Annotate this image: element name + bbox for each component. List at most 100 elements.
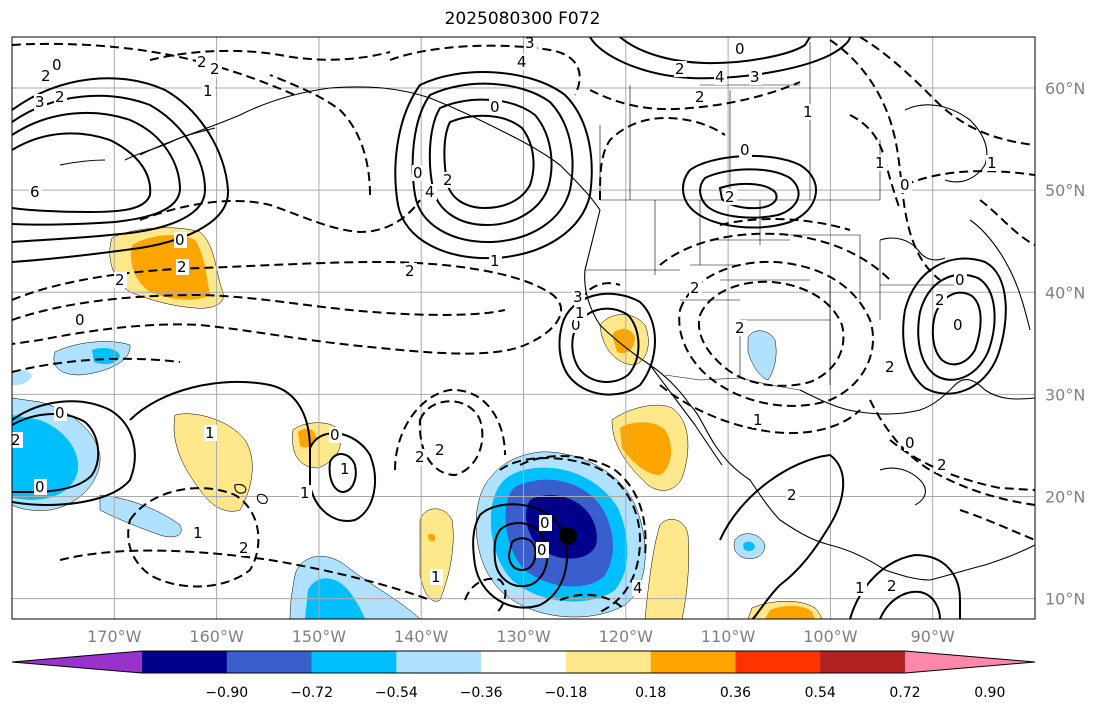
contour-high-central-2 — [328, 453, 357, 494]
contour-label: 1 — [987, 154, 997, 172]
contour-label-bg — [12, 432, 23, 448]
lon-label: 140°W — [394, 627, 449, 646]
contour-label-bg — [329, 427, 342, 443]
contour-label: 4 — [633, 579, 643, 597]
contour-label: 0 — [55, 404, 65, 422]
contour-label: 4 — [3, 151, 13, 169]
contour-low-28 — [589, 81, 801, 111]
plot-title: 2025080300 F072 — [444, 9, 601, 29]
contour-label: 1 — [431, 568, 441, 586]
contour-low-19 — [394, 388, 506, 471]
contour-label: 2 — [725, 188, 735, 206]
colorbar-tick-label: −0.72 — [290, 685, 333, 701]
contour-low-3 — [139, 199, 421, 234]
contour-label-bg — [674, 61, 687, 77]
contour-label-bg — [874, 155, 887, 171]
contour-low-8 — [389, 44, 581, 96]
contour-low-30 — [979, 199, 1035, 246]
shade-positive-strip-1-inner — [428, 533, 436, 542]
contour-high-pacific-2 — [411, 82, 574, 244]
contour-label-bg — [714, 69, 727, 85]
contour-label-bg — [51, 57, 64, 73]
lat-label: 10°N — [1045, 590, 1085, 609]
colorbar-segment — [650, 651, 736, 673]
contour-label-bg — [854, 580, 867, 596]
contour-label-bg — [954, 272, 967, 288]
shade-positive-south-mexico-inner — [765, 606, 815, 619]
contour-label: 0 — [537, 541, 547, 559]
contour-label: 1 — [193, 524, 203, 542]
contour-label-bg — [192, 525, 205, 541]
contour-label: 2 — [885, 358, 895, 376]
contour-label-bg — [209, 61, 222, 77]
contour-high-west-3 — [12, 111, 182, 226]
contour-low-10 — [859, 37, 1035, 146]
contour-label: 0 — [413, 164, 423, 182]
contour-label-bg — [196, 54, 209, 70]
contour-label: 0 — [740, 141, 750, 159]
contour-high-low-ring-1 — [472, 503, 568, 609]
contour-label-bg — [886, 578, 899, 594]
contour-label-bg — [884, 359, 897, 375]
contour-high-ca-1 — [558, 292, 656, 396]
contour-label-bg — [694, 89, 707, 105]
contour-label-bg — [786, 487, 799, 503]
lon-label: 120°W — [599, 627, 654, 646]
contour-high-west-2 — [12, 94, 207, 243]
contour-low-9 — [829, 39, 941, 281]
contour-label-bg — [739, 142, 752, 158]
lat-label: 30°N — [1045, 385, 1085, 404]
contour-low-15 — [869, 399, 1035, 506]
contour-low-4 — [269, 74, 371, 196]
lon-label: 130°W — [496, 627, 551, 646]
colorbar-tick-label: 0.18 — [635, 685, 666, 701]
shade-positive-strip-1 — [419, 508, 454, 602]
contour-label-bg — [238, 540, 251, 556]
contour-label-bg — [442, 172, 455, 188]
contour-high-pacific-3 — [428, 98, 553, 227]
contour-label: 2 — [177, 258, 187, 276]
contour-label: 2 — [55, 88, 65, 106]
contour-label-bg — [632, 580, 645, 596]
contour-low-18 — [418, 400, 484, 477]
contour-low-23 — [519, 455, 647, 556]
contour-label: 2 — [443, 171, 453, 189]
contour-high-east-1 — [902, 257, 1007, 395]
contour-label: 2 — [210, 60, 220, 78]
contour-label: 0 — [52, 56, 62, 74]
colorbar-tick-label: 0.36 — [720, 685, 751, 701]
colorbar-outline — [11, 650, 1036, 674]
shade-negative-west-inner — [12, 415, 79, 500]
contour-label: 0 — [540, 514, 550, 532]
contour-label-bg — [114, 272, 127, 288]
contour-high-north-2 — [619, 37, 811, 65]
contour-label-bg — [412, 165, 425, 181]
contour-high-east-3 — [931, 291, 982, 366]
contour-label: 2 — [41, 67, 51, 85]
contour-low-2 — [12, 293, 506, 321]
contour-label-bg — [524, 37, 537, 51]
contour-label: 2 — [887, 577, 897, 595]
shade-negative-small-2 — [12, 369, 32, 386]
colorbar-tick-label: −0.18 — [544, 685, 587, 701]
contour-label: 0 — [490, 98, 500, 116]
contour-label: 0 — [75, 311, 85, 329]
shade-positive-central-2-inner — [298, 428, 316, 448]
contour-label: 2 — [197, 53, 207, 71]
shade-positive-california-inner — [612, 328, 635, 354]
contour-label: 4 — [715, 68, 725, 86]
contour-label-bg — [724, 189, 737, 205]
contour-label-bg — [74, 312, 87, 328]
contour-label: 2 — [435, 441, 445, 459]
lat-label: 40°N — [1045, 283, 1085, 302]
contour-label-bg — [40, 68, 53, 84]
coastline-gulf — [799, 379, 1035, 415]
contour-label: 6 — [30, 183, 40, 201]
lon-label: 170°W — [87, 627, 142, 646]
contour-low-7 — [149, 49, 391, 61]
contour-low-5 — [599, 116, 726, 201]
contour-label-bg — [202, 83, 215, 99]
lon-label: 90°W — [911, 627, 955, 646]
